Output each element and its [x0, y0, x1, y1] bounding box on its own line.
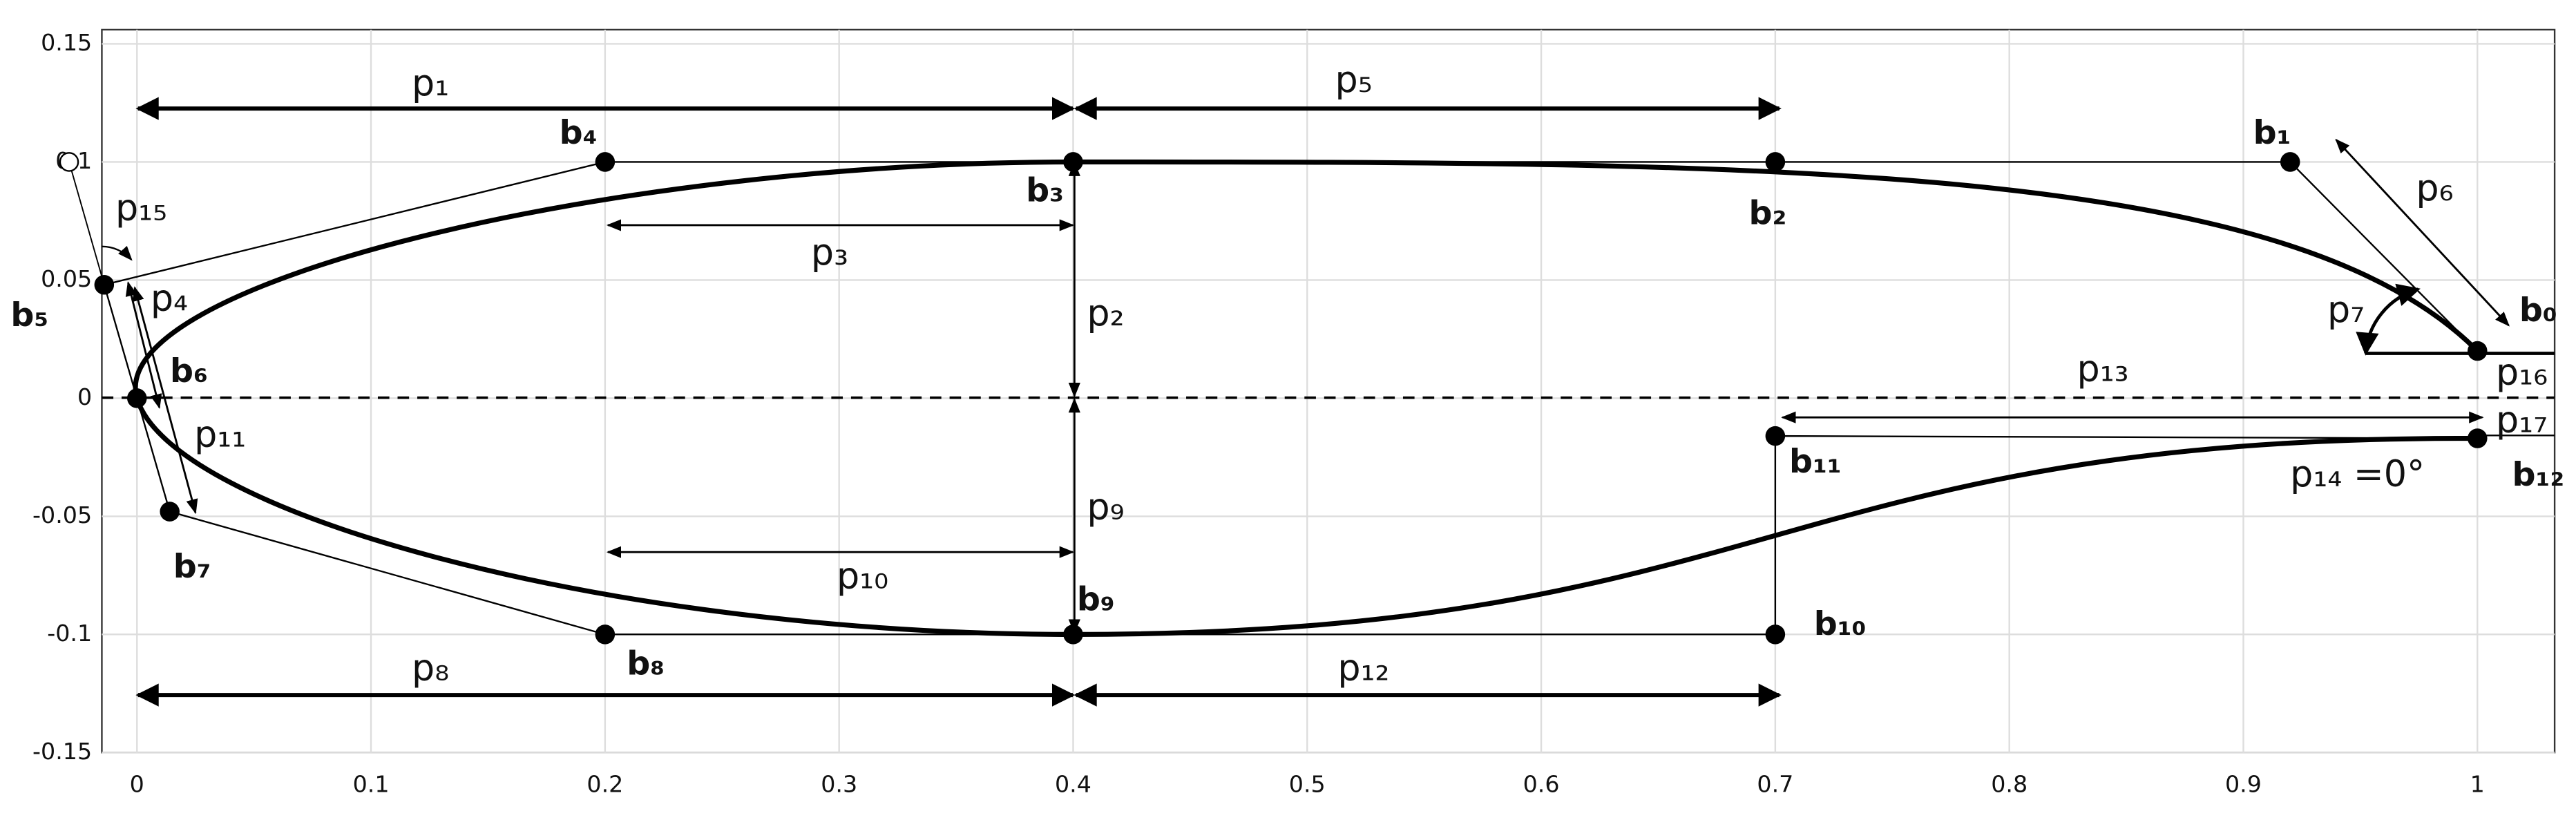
parameter-label: p₉	[1087, 486, 1124, 528]
parameter-label: p₈	[412, 647, 449, 689]
point-label: b₉	[1077, 581, 1115, 619]
control-point	[1063, 152, 1083, 172]
parameter-label: p₁	[412, 62, 449, 104]
grid: 0 0.1 0.2 0.3 0.4 0.5 0.6 0.7 0.8 0.9 1 -0.15 -0.1 -0…	[32, 29, 2555, 797]
parameter-label: p₁₂	[1337, 647, 1389, 689]
control-point	[2280, 152, 2300, 172]
control-point	[126, 388, 147, 408]
point-label: b₁₂	[2512, 456, 2564, 494]
parameter-label: p₁₁	[194, 414, 246, 456]
x-tick-label: 0.8	[1991, 770, 2028, 797]
parameter-label: p₁₃	[2077, 348, 2129, 390]
point-label: b₃	[1026, 171, 1064, 209]
parameter-label: p₆	[2416, 167, 2453, 209]
parameter-label: p₁₀	[837, 555, 888, 597]
point-label: b₁	[2253, 114, 2291, 152]
control-point	[1765, 426, 1786, 446]
y-tick-label: 0.05	[41, 265, 92, 292]
y-tick-label: -0.15	[32, 738, 92, 765]
parameter-label: p₇	[2327, 289, 2365, 331]
aux-point	[59, 152, 79, 172]
y-tick-label: -0.1	[47, 620, 92, 647]
annotations: p₁ p₂ p₃ p₄ p₅ p₆ p₇ p₈ p₉ p₁₀ p₁₁ p₁₂ p₁₃ p₁₄ =0° p₁₅…	[68, 59, 2555, 707]
point-label: b₁₀	[1814, 605, 1867, 643]
x-tick-label: 1	[2470, 770, 2485, 797]
point-label: b₀	[2519, 292, 2557, 330]
parameter-label: p₁₄ =0°	[2290, 453, 2425, 495]
x-tick-label: 0.3	[821, 770, 857, 797]
control-point	[595, 624, 616, 645]
parameter-label: p₁₇	[2496, 399, 2548, 441]
x-tick-label: 0.7	[1757, 770, 1793, 797]
x-tick-label: 0.2	[586, 770, 623, 797]
parameter-label: p₁₅	[115, 187, 167, 229]
dimension-arrow	[132, 286, 198, 515]
y-tick-label: 0	[77, 383, 92, 410]
point-label: b₄	[560, 114, 598, 152]
control-point	[2468, 428, 2488, 448]
marks: b₀ b₁ b₂ b₃ b₄ b₅ b₆ b₇ b₈ b₉ b₁₀ b₁₁ b₁₂	[10, 114, 2564, 683]
control-point	[1765, 624, 1786, 645]
parameter-label: p₄	[151, 277, 188, 319]
x-tick-label: 0.4	[1055, 770, 1091, 797]
control-point	[94, 274, 115, 295]
x-tick-label: 0	[130, 770, 144, 797]
point-label: b₂	[1748, 195, 1786, 233]
plot-frame	[101, 28, 2556, 754]
dimension-arrow	[2335, 138, 2510, 327]
point-label: b₈	[627, 645, 665, 683]
control-point	[1765, 152, 1786, 172]
x-tick-label: 0.5	[1289, 770, 1326, 797]
y-tick-label: 0.15	[41, 29, 92, 56]
point-label: b₅	[10, 296, 48, 334]
point-label: b₆	[170, 352, 208, 390]
parameter-label: p₂	[1087, 292, 1124, 334]
x-tick-label: 0.1	[353, 770, 390, 797]
parameter-label: p₅	[1335, 59, 1373, 101]
x-tick-label: 0.9	[2225, 770, 2262, 797]
parameter-label: p₁₆	[2496, 351, 2548, 393]
y-tick-label: -0.05	[32, 502, 92, 528]
parameter-label: p₃	[811, 231, 848, 274]
control-point	[595, 152, 616, 172]
x-tick-label: 0.6	[1523, 770, 1560, 797]
control-point	[2468, 341, 2488, 361]
control-point	[160, 502, 180, 522]
point-label: b₇	[173, 548, 211, 586]
angle-arc	[102, 245, 133, 261]
angle-arc	[2356, 283, 2421, 356]
control-point	[1063, 624, 1083, 645]
point-label: b₁₁	[1789, 443, 1842, 481]
leader	[68, 162, 105, 285]
